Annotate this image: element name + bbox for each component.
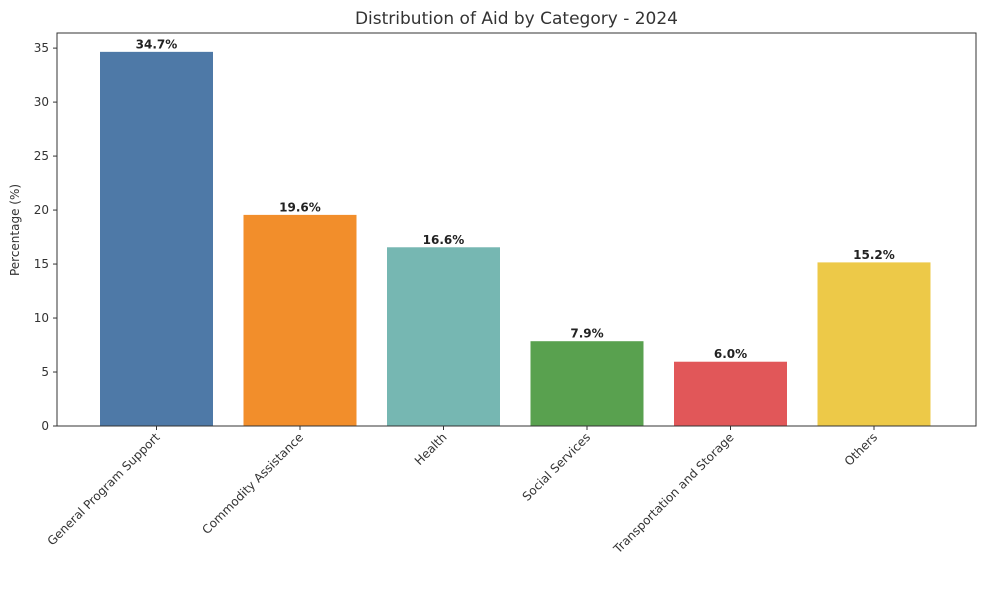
x-tick-label: Social Services [520,430,594,504]
y-tick-label: 10 [34,311,49,325]
chart-title: Distribution of Aid by Category - 2024 [355,9,678,29]
y-tick-label: 20 [34,203,49,217]
y-tick-label: 5 [41,365,49,379]
bars-group [99,50,932,427]
bar-commodity-assistance [242,213,358,427]
bar-value-label: 15.2% [853,248,895,262]
y-tick-label: 15 [34,257,49,271]
bar-social-services [529,340,645,427]
x-tick-label: Health [412,430,450,468]
bar-transportation-and-storage [673,360,788,427]
y-tick-label: 30 [34,95,49,109]
bar-health [386,246,501,427]
data-labels-group: 34.7% 19.6% 16.6% 7.9% 6.0% 15.2% [136,37,895,361]
y-axis: 0 5 10 15 20 25 30 35 [34,41,57,433]
y-tick-label: 35 [34,41,49,55]
x-tick-label: Transportation and Storage [610,430,736,556]
plot-area-frame [56,32,977,427]
x-axis: General Program Support Commodity Assista… [45,426,880,557]
bar-value-label: 34.7% [136,37,178,51]
y-tick-label: 0 [41,419,49,433]
bar-value-label: 19.6% [279,200,321,214]
x-tick-label: General Program Support [45,430,163,548]
y-axis-label: Percentage (%) [8,184,22,276]
y-tick-label: 25 [34,149,49,163]
bar-value-label: 16.6% [423,233,465,247]
bar-others [816,261,932,427]
bar-value-label: 6.0% [714,347,747,361]
bar-general-program-support [99,50,214,427]
x-tick-label: Others [842,430,880,468]
x-tick-label: Commodity Assistance [199,430,306,537]
bar-value-label: 7.9% [570,327,603,341]
